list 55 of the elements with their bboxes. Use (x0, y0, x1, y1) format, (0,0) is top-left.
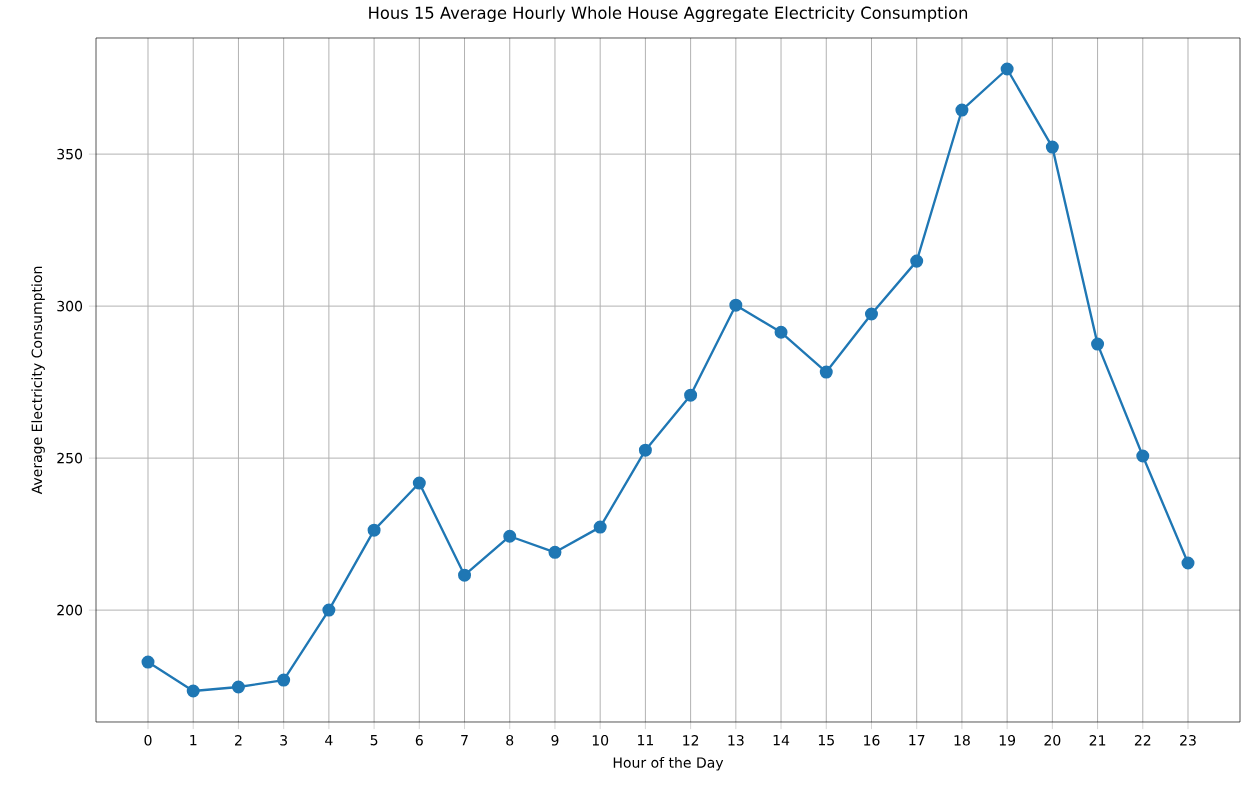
x-tick-label: 21 (1089, 734, 1106, 746)
point (1045, 140, 1059, 154)
point (231, 680, 245, 694)
x-tick-label: 18 (954, 734, 970, 746)
point (638, 443, 652, 457)
point (1091, 337, 1105, 351)
point (684, 388, 698, 402)
x-tick-label: 8 (506, 734, 514, 746)
x-tick-label: 22 (1134, 734, 1151, 746)
x-tick-label: 16 (864, 734, 880, 746)
x-tick-label: 6 (415, 734, 423, 746)
point (819, 365, 833, 379)
y-tick-label: 250 (57, 452, 83, 464)
x-tick-label: 10 (592, 734, 609, 746)
point (955, 103, 969, 117)
point (1136, 449, 1150, 463)
point (322, 603, 336, 617)
point (367, 523, 381, 537)
point (503, 529, 517, 543)
x-tick-label: 4 (325, 734, 333, 746)
x-tick-label: 12 (683, 734, 699, 746)
y-axis-title: Average Electricity Consumption (31, 266, 45, 495)
x-tick-label: 11 (638, 734, 654, 746)
point (1000, 62, 1014, 76)
x-tick-label: 3 (280, 734, 287, 746)
x-tick-label: 19 (999, 734, 1016, 746)
point (141, 655, 155, 669)
x-tick-label: 2 (235, 734, 242, 746)
x-tick-label: 1 (190, 734, 197, 746)
point (774, 325, 788, 339)
x-tick-label: 13 (728, 734, 744, 746)
x-tick-label: 9 (551, 734, 559, 746)
x-tick-label: 5 (370, 734, 378, 746)
y-tick-label: 200 (57, 604, 83, 616)
x-tick-label: 23 (1180, 734, 1196, 746)
y-tick-label: 350 (57, 148, 83, 160)
point (412, 476, 426, 490)
point (910, 254, 924, 268)
point (458, 568, 472, 582)
x-tick-label: 14 (773, 734, 790, 746)
point (1181, 556, 1195, 570)
y-tick-label: 300 (57, 300, 83, 312)
x-tick-label: 17 (909, 734, 925, 746)
point (548, 545, 562, 559)
x-tick-label: 7 (461, 734, 468, 746)
point (593, 520, 607, 534)
x-tick-label: 20 (1044, 734, 1061, 746)
point (186, 684, 200, 698)
point (864, 307, 878, 321)
point (277, 673, 291, 687)
x-tick-label: 15 (818, 734, 834, 746)
point (729, 298, 743, 312)
x-tick-label: 0 (144, 734, 152, 746)
x-axis-title: Hour of the Day (613, 757, 724, 771)
chart-title: Hous 15 Average Hourly Whole House Aggregate Electricity Consumption (369, 6, 968, 23)
